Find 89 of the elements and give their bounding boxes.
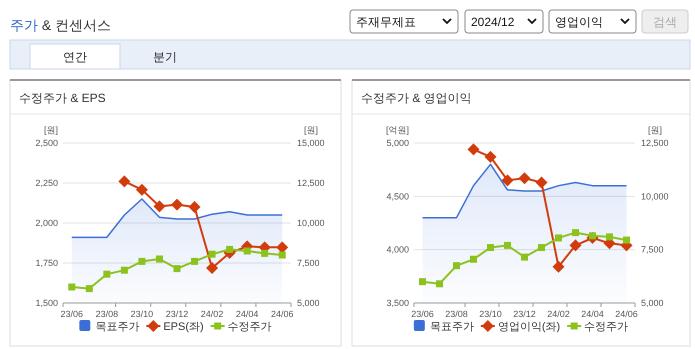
x-tick-label: 24/04 xyxy=(236,309,258,319)
y2-tick-label: 12,500 xyxy=(297,178,325,188)
point xyxy=(555,234,562,242)
text: 분기 xyxy=(153,50,177,64)
x-tick-label: 23/06 xyxy=(60,309,84,319)
y2-tick-label: 7,500 xyxy=(297,258,320,268)
y2-tick-label: 15,000 xyxy=(297,138,325,148)
point xyxy=(68,284,76,290)
point xyxy=(419,278,426,286)
point xyxy=(136,184,148,196)
point xyxy=(118,175,130,188)
text: 2024/12 xyxy=(471,15,515,29)
x-tick-label: 24/06 xyxy=(615,309,638,319)
legend-label: 수정주가 xyxy=(228,321,272,333)
point xyxy=(171,198,183,211)
point xyxy=(572,229,579,236)
point xyxy=(244,248,251,254)
point xyxy=(278,252,286,258)
x-tick-label: 23/12 xyxy=(513,309,536,319)
point xyxy=(188,201,201,213)
x-tick-label: 23/10 xyxy=(479,309,502,319)
x-tick-label: 24/02 xyxy=(547,309,570,319)
point xyxy=(518,172,530,184)
x-tick-label: 24/04 xyxy=(581,309,604,319)
x-tick-label: 23/10 xyxy=(130,309,154,319)
x-tick-label: 23/06 xyxy=(411,309,434,319)
point xyxy=(261,250,268,257)
point xyxy=(120,266,128,274)
y-tick-label: 5,000 xyxy=(386,138,409,148)
point xyxy=(502,174,514,186)
x-tick-label: 24/06 xyxy=(270,309,294,319)
text: 주재무제표 xyxy=(356,15,416,29)
point xyxy=(504,242,511,249)
point xyxy=(623,236,630,244)
point xyxy=(606,233,613,240)
chart-title: 수정주가 & 영업이익 xyxy=(361,91,472,105)
point xyxy=(536,176,548,188)
y-tick-label: 1,750 xyxy=(35,258,58,268)
y2-tick-label: 7,500 xyxy=(641,244,664,255)
point xyxy=(538,244,545,252)
text: 영업이익 xyxy=(555,15,603,29)
legend-label: 영업이익(좌) xyxy=(498,321,560,333)
legend-label: 목표주가 xyxy=(430,321,474,333)
point xyxy=(470,256,477,263)
y-axis-title: [억원] xyxy=(386,125,409,135)
y-tick-label: 4,000 xyxy=(386,244,409,255)
y-tick-label: 3,500 xyxy=(386,298,409,308)
y-tick-label: 2,500 xyxy=(35,138,58,148)
point xyxy=(552,260,564,273)
y2-tick-label: 10,000 xyxy=(297,218,325,228)
point xyxy=(138,258,146,265)
y2-tick-label: 5,000 xyxy=(297,298,320,308)
point xyxy=(208,250,216,258)
legend-label: EPS(좌) xyxy=(163,321,204,333)
point xyxy=(86,285,93,292)
legend-label: 수정주가 xyxy=(584,321,628,333)
point xyxy=(191,258,198,265)
text: 검색 xyxy=(653,15,677,29)
point xyxy=(453,262,460,270)
point xyxy=(487,244,494,252)
y2-tick-label: 5,000 xyxy=(641,298,664,308)
point xyxy=(174,265,180,272)
y-tick-label: 1,500 xyxy=(35,298,58,308)
x-tick-label: 23/12 xyxy=(166,309,188,319)
y-tick-label: 2,250 xyxy=(35,178,58,188)
text: 주가 & 컨센서스 xyxy=(10,17,112,33)
y-axis-title: [원] xyxy=(44,125,58,135)
point xyxy=(468,143,480,156)
point xyxy=(521,254,528,261)
point xyxy=(153,200,166,212)
x-tick-label: 23/08 xyxy=(96,309,118,319)
point xyxy=(156,256,163,262)
point xyxy=(436,280,443,288)
y-tick-label: 4,500 xyxy=(386,191,409,202)
y2-tick-label: 12,500 xyxy=(641,138,669,148)
y2-axis-title: [원] xyxy=(648,125,662,135)
y2-axis-title: [원] xyxy=(304,125,318,135)
point xyxy=(570,239,582,252)
y-tick-label: 2,000 xyxy=(35,218,58,228)
x-tick-label: 23/08 xyxy=(445,309,468,319)
chart-title: 수정주가 & EPS xyxy=(19,91,106,105)
point xyxy=(206,262,218,274)
y2-tick-label: 10,000 xyxy=(641,191,669,202)
legend-label: 목표주가 xyxy=(95,321,140,333)
point xyxy=(226,246,234,253)
x-tick-label: 24/02 xyxy=(200,309,224,319)
text: 연간 xyxy=(63,50,87,64)
point xyxy=(103,270,110,278)
point xyxy=(484,150,496,163)
